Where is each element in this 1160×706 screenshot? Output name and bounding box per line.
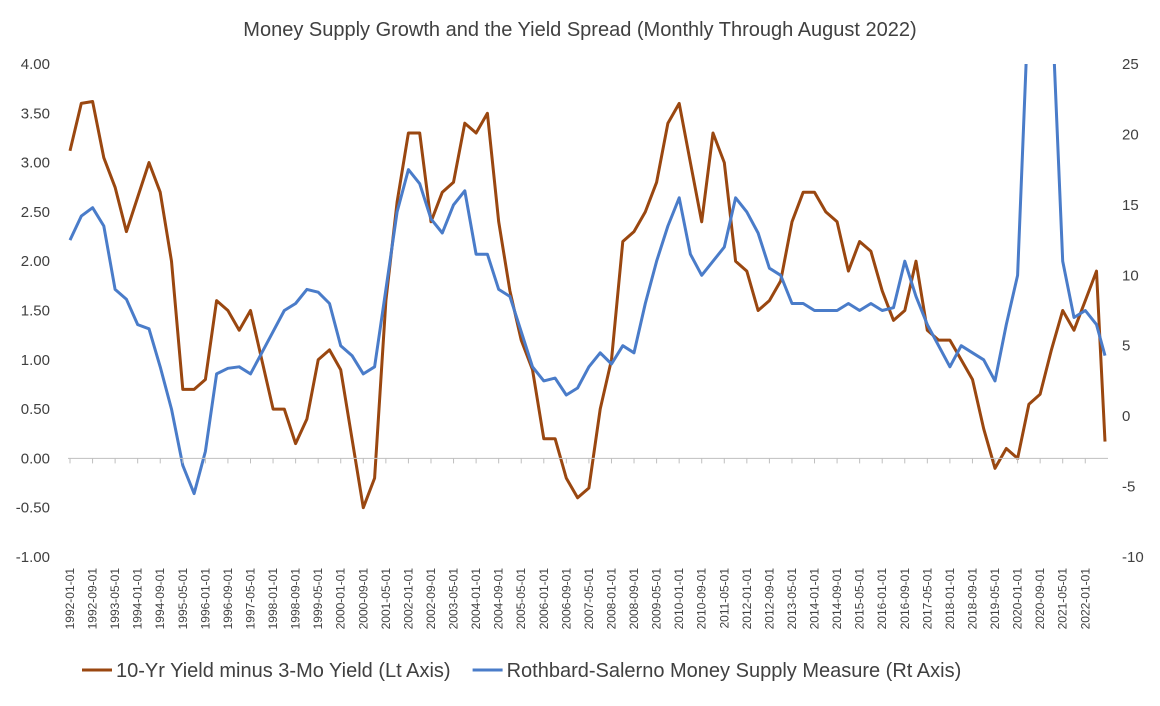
x-tick-label: 1994-01-01 xyxy=(131,568,145,630)
x-tick-label: 2012-09-01 xyxy=(762,568,776,630)
x-tick-label: 2020-01-01 xyxy=(1011,568,1025,630)
legend-label: 10-Yr Yield minus 3-Mo Yield (Lt Axis) xyxy=(116,660,451,682)
x-tick-label: 2010-09-01 xyxy=(695,568,709,630)
x-tick-label: 2008-01-01 xyxy=(604,568,618,630)
y2-tick-label: 15 xyxy=(1122,197,1139,214)
x-tick-label: 2014-09-01 xyxy=(830,568,844,630)
x-tick-label: 2006-09-01 xyxy=(559,568,573,630)
x-tick-label: 2016-09-01 xyxy=(898,568,912,630)
x-tick-label: 2011-05-01 xyxy=(717,568,731,629)
plot-area xyxy=(68,64,1107,510)
x-tick-label: 1994-09-01 xyxy=(153,568,167,630)
y2-tick-label: 5 xyxy=(1122,338,1130,355)
x-tick-label: 2021-05-01 xyxy=(1056,568,1070,630)
x-tick-label: 1997-05-01 xyxy=(243,568,257,630)
x-tick-label: 1998-09-01 xyxy=(289,568,303,630)
y-tick-label: 0.00 xyxy=(21,450,50,467)
x-tick-label: 2022-01-01 xyxy=(1078,568,1092,630)
y-tick-label: 2.00 xyxy=(21,253,50,270)
x-tick-label: 2012-01-01 xyxy=(740,568,754,630)
y2-tick-label: 0 xyxy=(1122,408,1130,425)
x-tick-label: 2018-09-01 xyxy=(965,568,979,630)
legend-label: Rothbard-Salerno Money Supply Measure (R… xyxy=(507,660,962,682)
y-tick-label: 1.50 xyxy=(21,303,50,320)
y-tick-label: -0.50 xyxy=(16,500,50,517)
y2-tick-label: 20 xyxy=(1122,126,1139,143)
x-tick-label: 2001-05-01 xyxy=(379,568,393,630)
x-tick-label: 1992-01-01 xyxy=(63,568,77,630)
x-tick-label: 1996-01-01 xyxy=(198,568,212,630)
x-tick-label: 1999-05-01 xyxy=(311,568,325,630)
x-tick-label: 2015-05-01 xyxy=(853,568,867,630)
series-line xyxy=(68,64,1107,496)
chart-title: Money Supply Growth and the Yield Spread… xyxy=(243,19,916,41)
x-tick-label: 2000-09-01 xyxy=(356,568,370,630)
x-tick-label: 1993-05-01 xyxy=(108,568,122,630)
x-tick-label: 1995-05-01 xyxy=(176,568,190,630)
x-tick-label: 1998-01-01 xyxy=(266,568,280,630)
x-tick-label: 2002-09-01 xyxy=(424,568,438,630)
y-tick-label: 3.00 xyxy=(21,155,50,172)
x-tick-label: 1996-09-01 xyxy=(221,568,235,630)
x-tick-label: 2016-01-01 xyxy=(875,568,889,630)
x-tick-label: 2007-05-01 xyxy=(582,568,596,630)
x-tick-label: 2002-01-01 xyxy=(401,568,415,630)
x-tick-label: 2019-05-01 xyxy=(988,568,1002,630)
y-tick-label: 3.50 xyxy=(21,105,50,122)
x-tick-label: 2009-05-01 xyxy=(650,568,664,630)
y2-tick-label: 25 xyxy=(1122,56,1139,73)
y-tick-label: 1.00 xyxy=(21,352,50,369)
x-tick-label: 2000-01-01 xyxy=(334,568,348,630)
x-tick-label: 2017-05-01 xyxy=(920,568,934,630)
x-tick-label: 2010-01-01 xyxy=(672,568,686,630)
x-tick-label: 2004-09-01 xyxy=(492,568,506,630)
y-tick-label: -1.00 xyxy=(16,549,50,566)
x-tick-label: 2006-01-01 xyxy=(537,568,551,630)
x-tick-label: 2004-01-01 xyxy=(469,568,483,630)
x-tick-label: 2003-05-01 xyxy=(447,568,461,630)
y2-tick-label: 10 xyxy=(1122,267,1139,284)
x-tick-label: 2018-01-01 xyxy=(943,568,957,630)
y-tick-label: 4.00 xyxy=(21,56,50,73)
y2-tick-label: -10 xyxy=(1122,549,1144,566)
y-tick-label: 0.50 xyxy=(21,401,50,418)
x-tick-label: 1992-09-01 xyxy=(86,568,100,630)
x-tick-label: 2013-05-01 xyxy=(785,568,799,630)
y-tick-label: 2.50 xyxy=(21,204,50,221)
y2-tick-label: -5 xyxy=(1122,479,1135,496)
x-tick-label: 2014-01-01 xyxy=(808,568,822,630)
x-tick-label: 2008-09-01 xyxy=(627,568,641,630)
x-tick-label: 2005-05-01 xyxy=(514,568,528,630)
x-tick-label: 2020-09-01 xyxy=(1033,568,1047,630)
series-line xyxy=(68,100,1107,510)
